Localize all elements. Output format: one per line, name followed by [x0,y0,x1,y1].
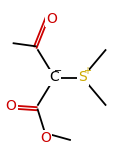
Text: S: S [78,71,87,84]
Text: O: O [6,99,17,113]
Text: −: − [54,66,62,76]
Text: C: C [50,71,59,84]
Text: O: O [40,131,51,145]
Text: O: O [46,12,57,26]
Text: +: + [83,66,91,76]
